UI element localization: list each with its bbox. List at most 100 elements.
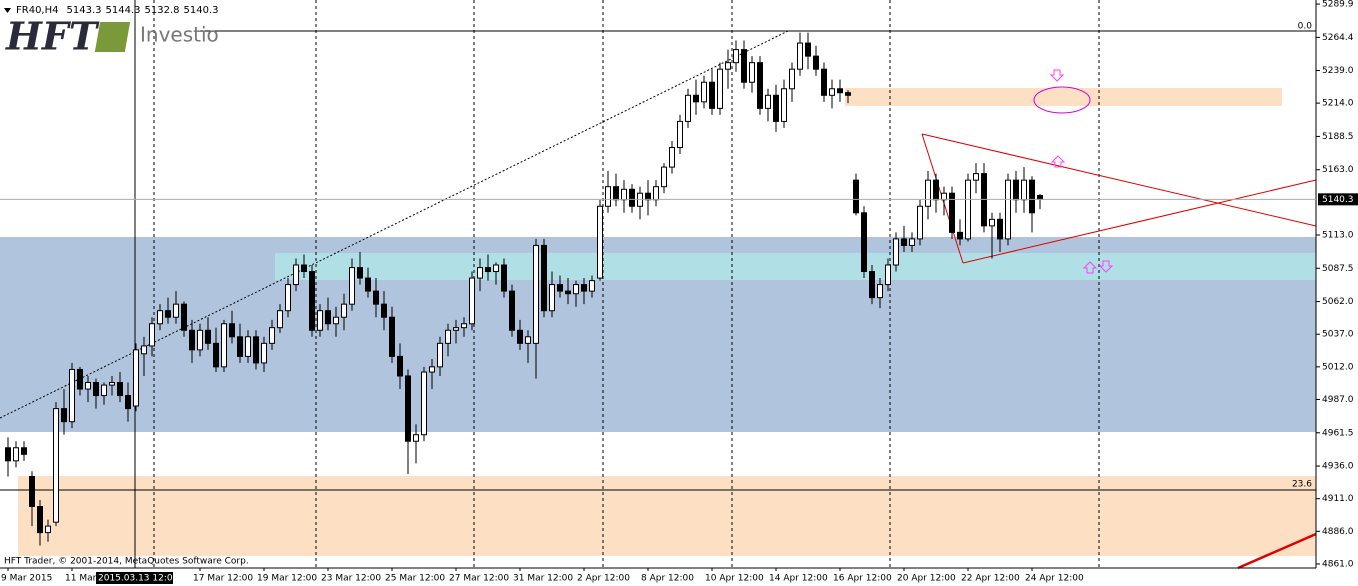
candle-body: [661, 166, 667, 188]
crosshair-label: 2015.03.13 12:00: [98, 574, 179, 584]
fibo-label: 0.0: [1298, 22, 1313, 32]
candle-body: [253, 336, 259, 364]
candle-body: [965, 179, 971, 240]
candle-body: [333, 316, 339, 325]
candle-body: [941, 192, 947, 201]
candle-body: [445, 329, 451, 344]
candle-body: [325, 310, 331, 325]
y-tick-label: 4936.0: [1322, 462, 1354, 472]
candle-body: [309, 271, 315, 331]
candle-body: [837, 88, 843, 94]
candle-body: [861, 212, 867, 273]
y-tick-label: 5289.9: [1322, 0, 1354, 10]
candle-body: [757, 62, 763, 109]
candle-body: [109, 381, 115, 386]
y-tick-label: 5012.0: [1322, 362, 1354, 372]
candle-body: [221, 323, 227, 368]
y-tick-label: 5188.5: [1322, 132, 1354, 142]
candle-body: [205, 329, 211, 344]
candle-body: [429, 366, 435, 373]
candle-body: [525, 336, 531, 344]
candle-body: [829, 88, 835, 96]
candle-body: [549, 284, 555, 312]
candle-body: [357, 267, 363, 279]
candle-body: [989, 218, 995, 227]
candle-body: [949, 192, 955, 233]
candle-body: [509, 290, 515, 331]
candle-body: [517, 329, 523, 344]
candle-body: [125, 395, 131, 410]
arrows: [1049, 69, 1114, 274]
candle-body: [893, 238, 899, 266]
candle-body: [1013, 179, 1019, 201]
candle-body: [101, 384, 107, 397]
candle-body: [413, 434, 419, 442]
candle-body: [349, 267, 355, 305]
candle-body: [597, 205, 603, 279]
x-tick-label: 11 Mar 12:00: [65, 574, 125, 584]
red-line: [1237, 532, 1317, 570]
candle-body: [5, 447, 11, 462]
crosshair-box: [96, 572, 173, 584]
candle-body: [693, 94, 699, 103]
x-tick-label: 8 Apr 12:00: [641, 574, 694, 584]
header: FR40,H4 5143.3 5144.3 5132.8 5140.3: [16, 5, 219, 16]
candle-body: [869, 271, 875, 299]
candle-body: [469, 277, 475, 325]
candle-body: [405, 375, 411, 442]
candle-body: [53, 408, 59, 523]
logo-mark: HFT: [5, 14, 100, 59]
candle-body: [461, 323, 467, 329]
candle-body: [805, 42, 811, 57]
y-tick-label: 5087.5: [1322, 264, 1354, 274]
candle-body: [29, 475, 35, 508]
candle-body: [117, 381, 123, 397]
demand-zone: [18, 476, 1316, 556]
candle-body: [669, 147, 675, 168]
candle-body: [13, 447, 19, 462]
x-tick-label: 27 Mar 12:00: [449, 574, 509, 584]
candle-body: [1037, 194, 1043, 200]
candle-body: [821, 68, 827, 96]
candle-body: [653, 186, 659, 201]
candle-body: [181, 303, 187, 331]
logo: HFT Investio: [5, 14, 219, 59]
logo-name: Investio: [140, 23, 219, 47]
candle-body: [1029, 179, 1035, 214]
x-tick-label: 17 Mar 12:00: [193, 574, 253, 584]
candle-body: [141, 345, 147, 355]
plot: [5, 32, 1043, 546]
menu-arrow: [4, 8, 11, 13]
candle-body: [453, 327, 459, 331]
candle-body: [589, 280, 595, 292]
candle-body: [197, 329, 203, 351]
candle-body: [541, 244, 547, 312]
candle-body: [725, 62, 731, 70]
candle-body: [149, 323, 155, 347]
candle-body: [37, 506, 43, 534]
candle-body: [341, 303, 347, 318]
logo-icon: [94, 22, 131, 52]
candle-body: [749, 62, 755, 83]
candle-body: [709, 81, 715, 109]
drawings: [0, 0, 1317, 570]
footer: HFT Trader, © 2001-2014, MetaQuotes Soft…: [4, 557, 249, 567]
candle-body: [773, 94, 779, 122]
candle-body: [629, 188, 635, 207]
candle-body: [605, 186, 611, 207]
candle-body: [285, 284, 291, 312]
pivot-zone: [275, 253, 1316, 280]
candle-body: [717, 68, 723, 109]
candle-body: [1021, 179, 1027, 201]
x-tick-label: 9 Mar 2015: [1, 574, 52, 584]
candle-body: [917, 205, 923, 240]
y-tick-label: 5062.0: [1322, 297, 1354, 307]
candle-body: [269, 327, 275, 344]
candle-body: [533, 244, 539, 344]
candle-body: [381, 303, 387, 318]
candle-body: [437, 342, 443, 368]
fibo-label: 23.6: [1292, 480, 1312, 490]
candle-body: [781, 88, 787, 122]
candle-body: [621, 188, 627, 201]
